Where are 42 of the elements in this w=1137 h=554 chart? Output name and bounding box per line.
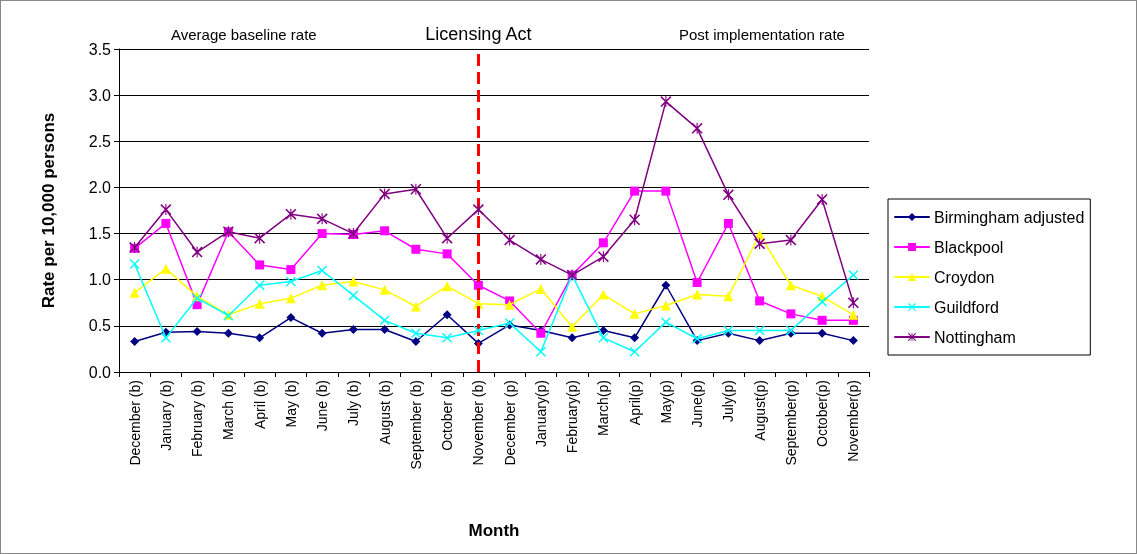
x-tick-label: April (b) [251,380,268,430]
x-tick-label: February(p) [564,380,581,454]
x-tick-label: May (b) [282,380,299,428]
x-tick-label: December (p) [501,380,518,466]
x-tick-label: March (b) [220,380,237,440]
y-tick-label: 3.5 [88,40,112,58]
y-axis-title: Rate per 10,000 persons [39,112,58,309]
x-tick-label: April(p) [626,380,643,426]
x-tick-label: November(p) [845,380,862,462]
legend-label: Croydon [934,268,995,286]
x-tick-label: February (b) [189,380,206,458]
legend-label: Blackpool [934,238,1004,256]
y-tick-label: 1.0 [88,271,112,289]
x-tick-label: October (b) [439,380,456,451]
y-tick-label: 0.5 [88,317,112,335]
legend-label: Birmingham adjusted [934,208,1085,226]
x-tick-label: January (b) [157,380,174,451]
x-axis-title: Month [468,521,520,540]
y-tick-label: 3.0 [88,86,112,104]
x-tick-label: October(p) [814,380,831,447]
x-tick-label: March(p) [595,380,612,437]
x-tick-label: August (b) [376,380,393,445]
legend-label: Guildford [934,298,999,316]
y-tick-label: 1.5 [88,225,112,243]
x-tick-label: August(p) [751,380,768,441]
y-tick-label: 0.0 [88,363,112,381]
x-tick-label: June (b) [314,380,331,432]
x-tick-label: July(p) [720,380,737,423]
x-tick-label: June(p) [689,380,706,428]
text: Post implementation rate [679,26,845,43]
x-tick-label: December (b) [126,380,143,466]
text: Average baseline rate [171,26,317,43]
legend-label: Nottingham [934,328,1016,346]
x-tick-label: July (b) [345,380,362,426]
x-tick-label: November (b) [470,380,487,466]
x-tick-label: January(p) [532,380,549,447]
x-tick-label: September (b) [407,380,424,470]
ref-line-label: Licensing Act [425,24,532,44]
x-tick-label: May(p) [657,380,674,424]
y-tick-label: 2.0 [88,178,112,196]
y-tick-label: 2.5 [88,132,112,150]
x-tick-label: September(p) [782,380,799,466]
